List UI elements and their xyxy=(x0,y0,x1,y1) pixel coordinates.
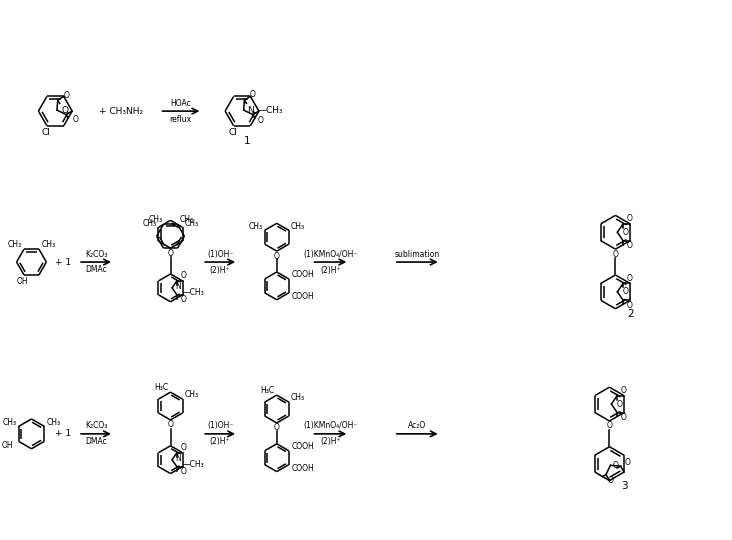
Text: O: O xyxy=(72,115,78,124)
Text: H₃C: H₃C xyxy=(261,386,274,395)
Text: COOH: COOH xyxy=(292,271,315,280)
Text: O: O xyxy=(181,295,187,305)
Text: O: O xyxy=(616,400,622,409)
Text: CH₃: CH₃ xyxy=(249,222,263,231)
Text: O: O xyxy=(627,214,633,224)
Text: CH₃: CH₃ xyxy=(142,219,157,228)
Text: O: O xyxy=(258,116,264,125)
Text: (1)KMnO₄/OH⁻: (1)KMnO₄/OH⁻ xyxy=(303,421,357,430)
Text: CH₃: CH₃ xyxy=(46,418,61,427)
Text: H₃C: H₃C xyxy=(154,383,168,391)
Text: COOH: COOH xyxy=(292,442,315,451)
Text: + 1: + 1 xyxy=(56,258,72,267)
Text: N: N xyxy=(175,282,181,292)
Text: O: O xyxy=(622,287,628,296)
Text: —CH₃: —CH₃ xyxy=(258,106,283,114)
Text: O: O xyxy=(607,421,613,430)
Text: —CH₃: —CH₃ xyxy=(183,460,205,469)
Text: O: O xyxy=(608,476,614,485)
Text: O: O xyxy=(61,106,69,114)
Text: K₂CO₃: K₂CO₃ xyxy=(85,421,107,430)
Text: 3: 3 xyxy=(621,481,627,490)
Text: O: O xyxy=(621,386,627,395)
Text: N: N xyxy=(247,106,253,114)
Text: O: O xyxy=(613,249,619,259)
Text: OH: OH xyxy=(16,278,28,286)
Text: CH₃: CH₃ xyxy=(179,215,193,224)
Text: O: O xyxy=(64,91,70,99)
Text: N: N xyxy=(175,454,181,463)
Text: O: O xyxy=(181,272,187,280)
Text: (1)OH⁻: (1)OH⁻ xyxy=(207,421,234,430)
Text: sublimation: sublimation xyxy=(394,249,439,259)
Text: Ac₂O: Ac₂O xyxy=(408,421,426,430)
Text: 1: 1 xyxy=(244,136,250,146)
Text: O: O xyxy=(627,241,633,250)
Text: O: O xyxy=(624,457,630,467)
Text: + CH₃NH₂: + CH₃NH₂ xyxy=(99,106,143,116)
Text: CH₃: CH₃ xyxy=(8,240,22,249)
Text: (2)H⁺: (2)H⁺ xyxy=(210,266,231,274)
Text: (1)KMnO₄/OH⁻: (1)KMnO₄/OH⁻ xyxy=(303,249,357,259)
Text: O: O xyxy=(274,423,280,433)
Text: CH₃: CH₃ xyxy=(291,222,305,231)
Text: O: O xyxy=(168,421,173,429)
Text: K₂CO₃: K₂CO₃ xyxy=(85,249,107,259)
Text: (2)H⁺: (2)H⁺ xyxy=(210,437,231,446)
Text: (2)H⁺: (2)H⁺ xyxy=(320,266,340,274)
Text: O: O xyxy=(274,252,280,261)
Text: OH: OH xyxy=(2,441,14,450)
Text: 2: 2 xyxy=(627,309,634,319)
Text: —CH₃: —CH₃ xyxy=(183,288,205,298)
Text: CH₃: CH₃ xyxy=(184,390,198,399)
Text: HOAc: HOAc xyxy=(170,99,191,107)
Text: O: O xyxy=(627,274,633,283)
Text: O: O xyxy=(613,461,619,470)
Text: CH₃: CH₃ xyxy=(184,219,198,228)
Text: + 1: + 1 xyxy=(56,429,72,438)
Text: reflux: reflux xyxy=(169,114,192,124)
Text: COOH: COOH xyxy=(292,292,315,301)
Text: CH₃: CH₃ xyxy=(42,240,56,249)
Text: O: O xyxy=(627,301,633,310)
Text: CH₃: CH₃ xyxy=(2,418,17,427)
Text: CH₃: CH₃ xyxy=(149,215,163,224)
Text: Cl: Cl xyxy=(228,128,237,137)
Text: (2)H⁺: (2)H⁺ xyxy=(320,437,340,446)
Text: O: O xyxy=(621,413,627,422)
Text: COOH: COOH xyxy=(292,464,315,473)
Text: O: O xyxy=(168,248,173,258)
Text: DMAc: DMAc xyxy=(85,266,107,274)
Text: DMAc: DMAc xyxy=(85,437,107,446)
Text: O: O xyxy=(250,90,255,98)
Text: (1)OH⁻: (1)OH⁻ xyxy=(207,249,234,259)
Text: O: O xyxy=(181,443,187,453)
Text: CH₃: CH₃ xyxy=(291,393,305,402)
Text: O: O xyxy=(181,467,187,476)
Text: O: O xyxy=(622,228,628,237)
Text: Cl: Cl xyxy=(42,128,51,137)
